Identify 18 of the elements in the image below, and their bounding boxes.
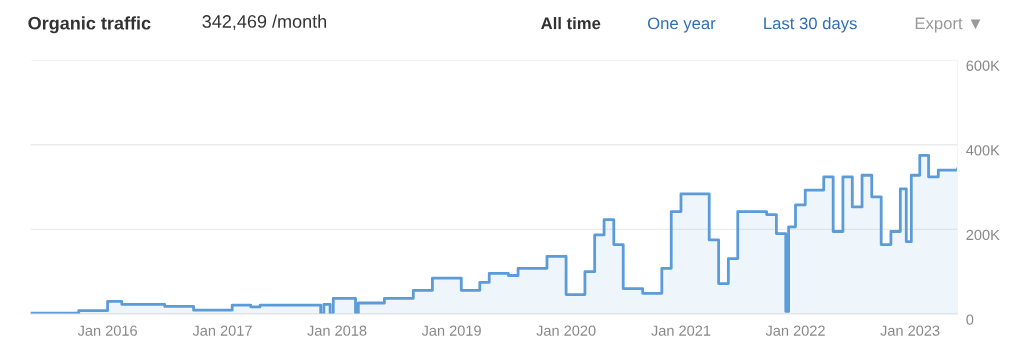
y-tick-label: 600K xyxy=(966,60,1000,71)
x-tick-label: Jan 2023 xyxy=(880,325,940,336)
text: All time xyxy=(541,17,601,30)
y-tick-label: 400K xyxy=(966,145,1000,156)
x-tick-label: Jan 2021 xyxy=(651,325,711,336)
text: Last 30 days xyxy=(764,17,857,33)
y-tick-label: 200K xyxy=(966,229,1000,241)
x-tick-label: Jan 2017 xyxy=(192,325,252,336)
chart-title: Organic traffic xyxy=(28,16,151,34)
y-tick-label: 0 xyxy=(966,314,974,325)
text: One year xyxy=(647,17,716,33)
chart-subtitle: 342,469 /month xyxy=(202,14,327,30)
x-tick-label: Jan 2022 xyxy=(765,325,825,336)
x-tick-label: Jan 2018 xyxy=(307,325,367,336)
x-tick-label: Jan 2016 xyxy=(77,325,137,336)
x-tick-label: Jan 2019 xyxy=(421,325,481,336)
text: Export ▼ xyxy=(915,17,981,33)
x-tick-label: Jan 2020 xyxy=(536,325,596,336)
